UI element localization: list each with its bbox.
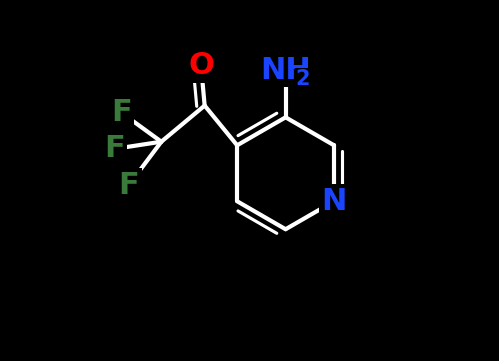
Text: O: O: [188, 51, 214, 81]
Text: 2: 2: [296, 69, 310, 88]
Text: N: N: [321, 187, 347, 216]
Text: F: F: [118, 170, 139, 200]
Text: F: F: [111, 98, 132, 127]
Text: F: F: [104, 134, 125, 164]
Text: NH: NH: [260, 56, 311, 85]
